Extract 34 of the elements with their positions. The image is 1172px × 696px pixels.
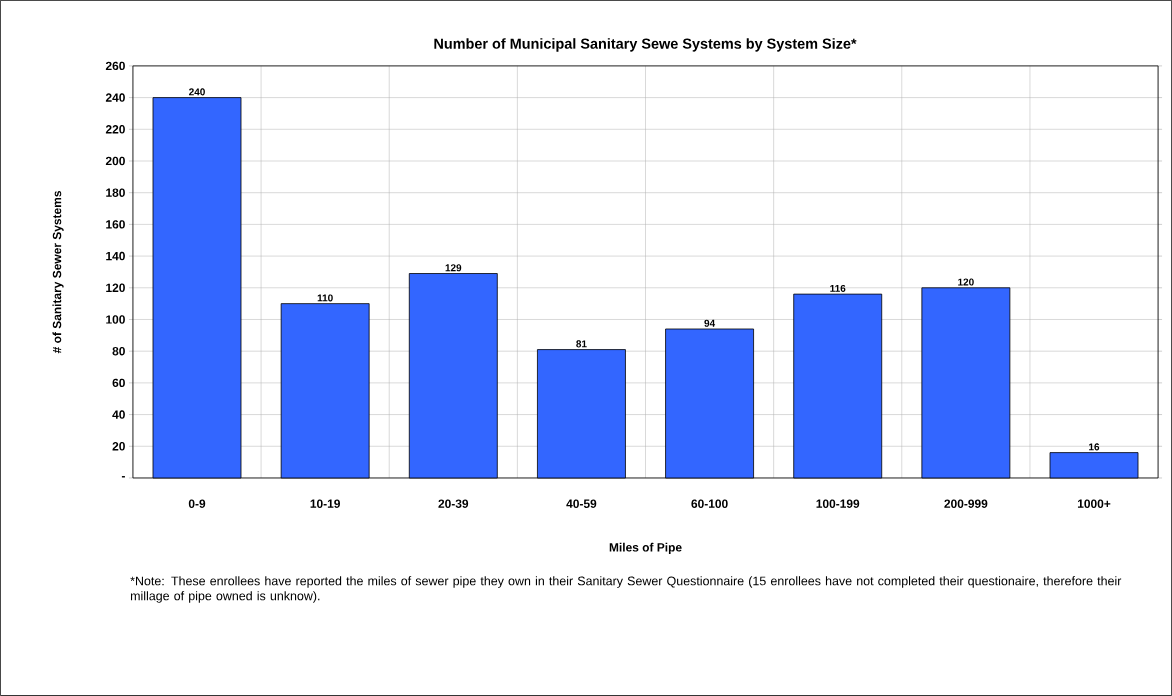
y-tick-label: 160	[106, 220, 125, 229]
data-label: 94	[704, 319, 716, 327]
x-tick-label: 10-19	[310, 499, 340, 508]
data-label: 110	[317, 294, 333, 302]
y-tick-label: 200	[105, 156, 125, 166]
y-tick-label: 100	[106, 315, 125, 324]
data-label: 240	[189, 88, 205, 96]
y-tick-label: 240	[105, 93, 125, 102]
y-tick-label: 220	[105, 125, 125, 134]
data-label: 81	[576, 340, 587, 348]
y-axis-title: # of Sanitary Sewer Systems	[52, 191, 64, 354]
data-label: 116	[830, 284, 846, 292]
x-tick-label: 0-9	[188, 499, 206, 508]
y-tick-label: 60	[112, 378, 125, 388]
data-label: 129	[445, 264, 462, 272]
x-tick-label: 200-999	[944, 499, 988, 508]
data-label: 120	[958, 278, 974, 286]
y-tick-label: 20	[112, 442, 125, 451]
y-tick-label: 260	[105, 61, 125, 71]
data-label: 16	[1089, 443, 1100, 451]
y-tick-label: 120	[106, 283, 125, 293]
text: *Note: These enrollees have reported the miles of sewer pipe they own in their Sanitary Sewer Questionnaire (15 enrollees have not completed their questionaire, therefore their millage of pipe owned is unknow).	[130, 576, 1122, 603]
x-tick-label: 40-59	[566, 499, 597, 508]
chart-title: Number of Municipal Sanitary Sewe Systems by System Size*	[434, 38, 857, 52]
x-axis-title: Miles of Pipe	[609, 542, 682, 555]
y-tick-label: 80	[112, 347, 125, 356]
y-tick-label: 40	[112, 410, 125, 419]
x-tick-label: 100-199	[816, 499, 860, 508]
y-tick-label: 180	[106, 188, 125, 197]
x-tick-label: 60-100	[691, 499, 728, 508]
x-tick-label: 20-39	[438, 499, 469, 509]
y-tick-label: 140	[106, 251, 125, 261]
x-tick-label: 1000+	[1077, 499, 1111, 508]
y-tick-label: -	[121, 476, 125, 478]
